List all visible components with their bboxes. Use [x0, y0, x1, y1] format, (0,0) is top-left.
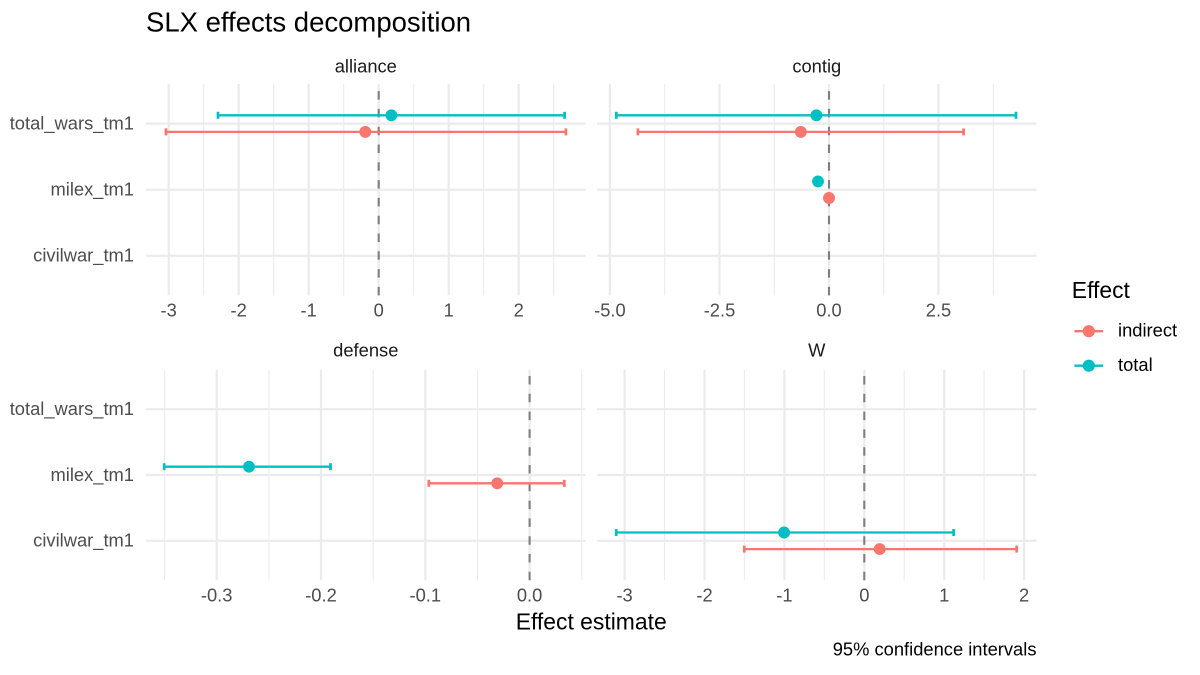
svg-text:0: 0 [374, 300, 384, 321]
svg-text:alliance: alliance [335, 55, 397, 76]
svg-text:-1: -1 [776, 585, 792, 606]
svg-text:total_wars_tm1: total_wars_tm1 [10, 398, 134, 420]
svg-text:2.5: 2.5 [926, 300, 951, 321]
svg-text:1: 1 [939, 585, 949, 606]
svg-text:Effect estimate: Effect estimate [516, 609, 667, 635]
svg-text:-3: -3 [161, 300, 177, 321]
svg-text:1: 1 [444, 300, 454, 321]
svg-text:-2.5: -2.5 [704, 300, 736, 321]
svg-text:-0.1: -0.1 [410, 585, 442, 606]
svg-text:total: total [1118, 354, 1153, 375]
svg-text:SLX effects decomposition: SLX effects decomposition [146, 7, 471, 38]
svg-text:0: 0 [859, 585, 869, 606]
svg-text:-0.2: -0.2 [305, 585, 337, 606]
svg-text:0.0: 0.0 [816, 300, 841, 321]
svg-text:total_wars_tm1: total_wars_tm1 [10, 113, 134, 135]
svg-text:2: 2 [1019, 585, 1029, 606]
svg-text:-2: -2 [696, 585, 712, 606]
svg-text:95% confidence intervals: 95% confidence intervals [833, 638, 1037, 659]
svg-text:-5.0: -5.0 [594, 300, 626, 321]
svg-text:indirect: indirect [1118, 319, 1177, 340]
svg-text:contig: contig [792, 55, 841, 76]
svg-text:2: 2 [514, 300, 524, 321]
svg-text:-1: -1 [301, 300, 317, 321]
svg-text:W: W [808, 340, 826, 361]
svg-text:0.0: 0.0 [517, 585, 542, 606]
svg-text:-2: -2 [231, 300, 247, 321]
svg-text:civilwar_tm1: civilwar_tm1 [33, 245, 134, 267]
svg-text:-3: -3 [616, 585, 632, 606]
svg-text:defense: defense [333, 340, 398, 361]
svg-text:milex_tm1: milex_tm1 [50, 179, 134, 201]
svg-text:civilwar_tm1: civilwar_tm1 [33, 530, 134, 552]
svg-text:-0.3: -0.3 [201, 585, 233, 606]
svg-text:Effect: Effect [1072, 277, 1131, 303]
svg-text:milex_tm1: milex_tm1 [50, 464, 134, 486]
